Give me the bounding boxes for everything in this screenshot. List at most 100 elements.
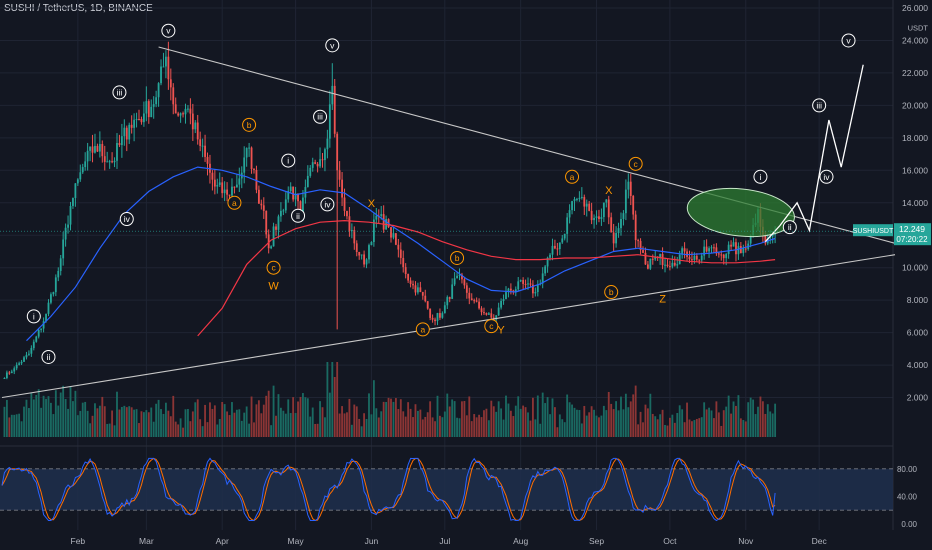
candle-body xyxy=(607,199,610,218)
time-tick-label: Feb xyxy=(71,536,86,546)
volume-bar xyxy=(505,395,507,437)
candle-body xyxy=(429,308,432,318)
volume-bar xyxy=(113,425,116,437)
candle-body xyxy=(243,157,246,173)
candle-body xyxy=(150,106,153,118)
volume-bar xyxy=(744,421,747,437)
candle-body xyxy=(204,145,206,157)
candle-body xyxy=(681,248,684,255)
volume-bar xyxy=(602,405,605,437)
volume-bar xyxy=(189,421,192,437)
volume-bar xyxy=(492,406,495,437)
volume-bar xyxy=(206,422,209,437)
volume-bar xyxy=(147,412,150,437)
volume-bar xyxy=(18,413,21,437)
wave-label: b xyxy=(609,287,614,297)
candle-body xyxy=(688,256,691,260)
candle-body xyxy=(162,66,165,68)
candle-body xyxy=(174,104,177,114)
candle-body xyxy=(135,118,138,120)
volume-bar xyxy=(593,409,595,437)
volume-bar xyxy=(284,413,287,437)
candle-body xyxy=(255,170,258,190)
volume-bar xyxy=(725,406,728,437)
price-tick-label: 4.000 xyxy=(907,360,929,370)
price-axis-unit: USDT xyxy=(908,23,929,32)
candle-body xyxy=(382,214,385,230)
volume-bar xyxy=(213,405,216,437)
candle-body xyxy=(536,284,539,293)
volume-bar xyxy=(424,416,427,437)
wave-label-circle xyxy=(266,260,281,275)
volume-bar xyxy=(299,396,302,437)
candle-body xyxy=(739,246,742,254)
time-tick-label: Aug xyxy=(513,536,528,546)
volume-bar xyxy=(588,412,591,437)
volume-bar xyxy=(441,417,444,437)
wave-label-circle xyxy=(565,169,580,184)
volume-bar xyxy=(463,401,466,437)
candle-body xyxy=(84,161,87,168)
volume-bar xyxy=(57,405,60,437)
volume-bar xyxy=(67,408,69,437)
wave-label: b xyxy=(247,120,252,130)
volume-bar xyxy=(514,405,517,437)
volume-bar xyxy=(81,402,84,437)
candle-body xyxy=(169,79,172,88)
volume-bar xyxy=(64,399,67,437)
volume-bar xyxy=(187,409,189,437)
time-tick-label: Nov xyxy=(738,536,754,546)
candle-body xyxy=(96,145,99,152)
price-tag-bg xyxy=(894,223,931,246)
volume-bar xyxy=(333,377,336,437)
candle-body xyxy=(23,357,25,362)
volume-bar xyxy=(456,417,458,437)
candle-body xyxy=(644,252,647,265)
volume-bar xyxy=(350,424,353,437)
volume-bar xyxy=(580,423,583,437)
volume-bar xyxy=(431,417,434,437)
candle-body xyxy=(678,254,681,265)
volume-bar xyxy=(133,409,136,437)
volume-bar xyxy=(238,409,241,437)
candle-body xyxy=(13,368,16,372)
candle-body xyxy=(424,295,427,302)
candle-body xyxy=(86,150,89,162)
volume-bar xyxy=(311,407,314,437)
volume-bar xyxy=(544,403,547,437)
candle-body xyxy=(18,363,21,365)
volume-bar xyxy=(316,423,319,437)
candle-body xyxy=(529,283,532,285)
wave-label: a xyxy=(570,172,575,182)
candle-body xyxy=(133,119,136,128)
candle-body xyxy=(744,248,747,250)
candle-body xyxy=(497,307,500,316)
candle-body xyxy=(527,283,529,285)
wave-label: c xyxy=(634,159,639,169)
candle-body xyxy=(3,377,6,379)
candle-body xyxy=(138,118,140,120)
volume-bar xyxy=(174,421,177,437)
time-tick-label: Jul xyxy=(439,536,450,546)
volume-bar xyxy=(742,420,745,437)
stoch-k-line xyxy=(1,457,776,522)
candle-body xyxy=(394,233,397,245)
volume-bar xyxy=(157,399,160,437)
candle-body xyxy=(355,243,358,252)
volume-bar xyxy=(243,412,246,437)
volume-bar xyxy=(40,407,43,437)
volume-bar xyxy=(218,418,221,437)
candle-body xyxy=(634,214,637,241)
volume-bar xyxy=(223,404,226,437)
wave-label-circle xyxy=(112,85,127,100)
volume-bar xyxy=(649,393,652,437)
candle-body xyxy=(417,287,419,293)
candle-body xyxy=(130,124,133,128)
volume-bar xyxy=(600,415,603,437)
volume-bar xyxy=(262,404,265,437)
candle-body xyxy=(326,138,329,150)
candle-body xyxy=(683,248,686,252)
candle-body xyxy=(397,244,400,250)
candle-body xyxy=(720,254,723,256)
